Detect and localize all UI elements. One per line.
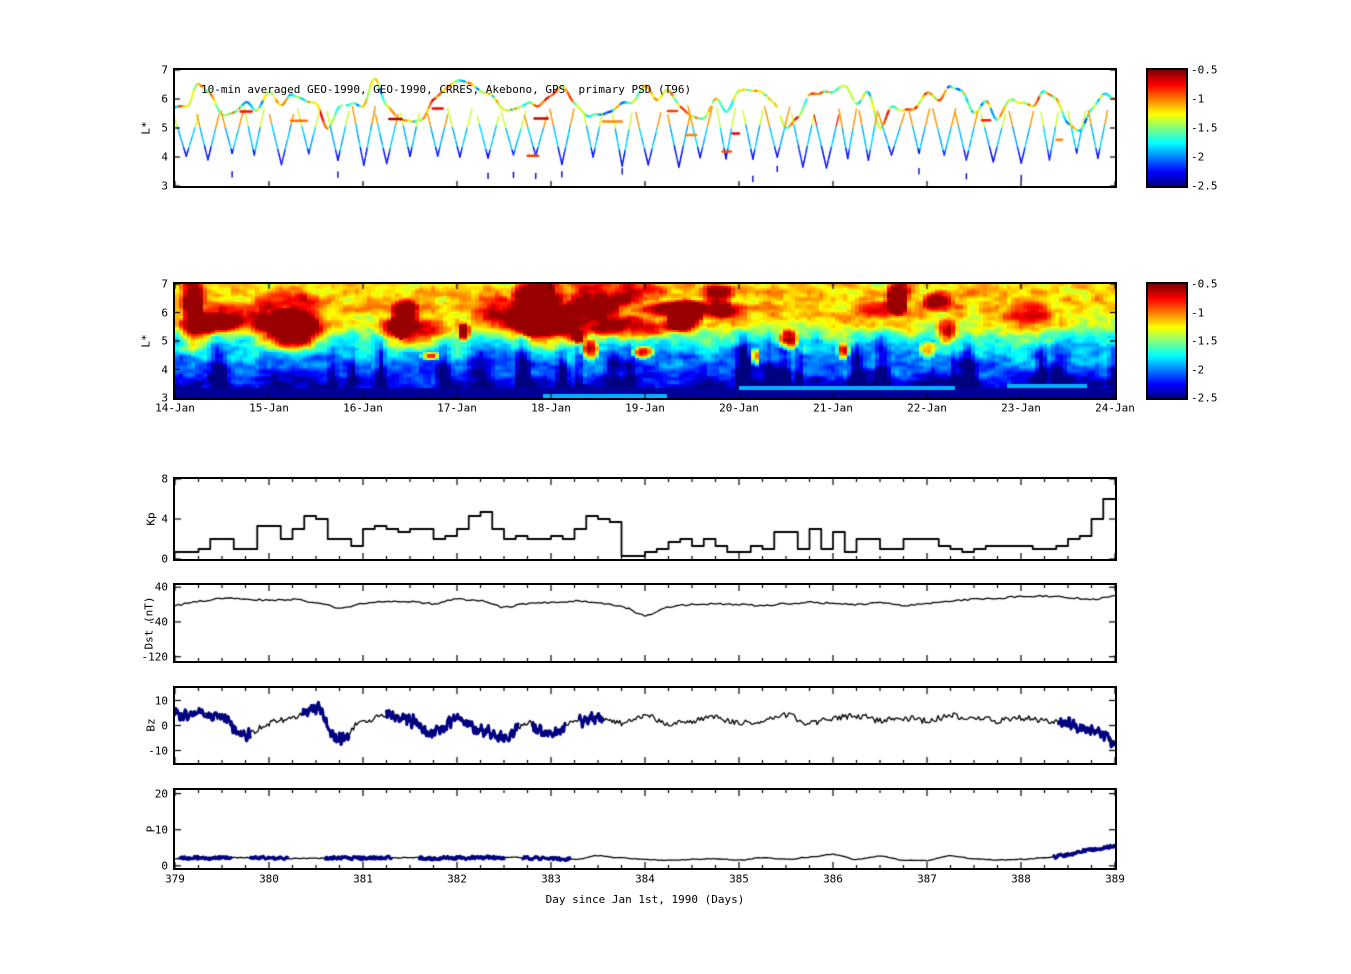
colorbar1-tick-label: -1.5: [1191, 121, 1218, 135]
date-tick-label: 20-Jan: [719, 401, 759, 415]
day-tick-label: 384: [635, 872, 655, 886]
dst-panel: [173, 583, 1117, 663]
p2-ytick-label: 3: [161, 391, 168, 405]
day-tick-label: 386: [823, 872, 843, 886]
kp-ylabel: Kp: [144, 512, 158, 526]
p1-ylabel: L*: [139, 121, 153, 135]
date-tick-label: 16-Jan: [343, 401, 383, 415]
colorbar2-tick-label: -1.5: [1191, 334, 1218, 348]
colorbar2-tick-label: -1: [1191, 306, 1205, 319]
day-tick-label: 381: [353, 872, 373, 886]
date-tick-label: 18-Jan: [531, 401, 571, 415]
p-ytick-label: 20: [154, 787, 168, 801]
colorbar-1: [1146, 68, 1188, 188]
p-ytick-label: 10: [154, 823, 168, 837]
p2-ylabel: L*: [139, 334, 153, 348]
date-tick-label: 24-Jan: [1095, 401, 1135, 415]
dst-ytick-label: -120: [141, 650, 169, 664]
colorbar2-tick-label: -0.5: [1191, 277, 1218, 291]
kp-ytick-label: 0: [161, 552, 168, 566]
date-tick-label: 14-Jan: [155, 401, 195, 415]
dst-ytick-label: -40: [148, 615, 168, 629]
bz-panel: [173, 686, 1117, 765]
kp-canvas: [175, 479, 1115, 559]
colorbar2-tick-label: -2.5: [1191, 391, 1218, 405]
date-tick-label: 22-Jan: [907, 401, 947, 415]
kp-ytick-label: 4: [161, 512, 168, 526]
psd-heatmap-canvas: [175, 284, 1115, 398]
p1-ytick-label: 7: [161, 63, 168, 77]
kp-panel: [173, 477, 1117, 561]
date-tick-label: 17-Jan: [437, 401, 477, 415]
date-tick-label: 19-Jan: [625, 401, 665, 415]
p-canvas: [175, 790, 1115, 868]
day-tick-label: 388: [1011, 872, 1031, 886]
colorbar-1-canvas: [1148, 70, 1186, 186]
p1-ytick-label: 4: [161, 150, 168, 164]
psd-title: 10-min averaged GEO-1990, GEO-1990, CRRE…: [201, 83, 692, 96]
bz-ytick-label: 0: [161, 719, 168, 732]
day-tick-label: 389: [1105, 872, 1125, 886]
dst-ytick-label: 40: [154, 580, 168, 594]
x-axis-label: Day since Jan 1st, 1990 (Days): [545, 893, 745, 906]
colorbar1-tick-label: -2.5: [1191, 179, 1218, 193]
colorbar-2-canvas: [1148, 284, 1186, 398]
bz-canvas: [175, 688, 1115, 763]
colorbar2-tick-label: -2: [1191, 363, 1205, 376]
psd-scatter-panel: 10-min averaged GEO-1990, GEO-1990, CRRE…: [173, 68, 1117, 188]
day-tick-label: 387: [917, 872, 937, 886]
day-tick-label: 380: [259, 872, 279, 886]
day-tick-label: 382: [447, 872, 467, 886]
p2-ytick-label: 4: [161, 363, 168, 376]
day-tick-label: 383: [541, 872, 561, 886]
psd-heatmap-panel: [173, 282, 1117, 400]
date-tick-label: 23-Jan: [1001, 401, 1041, 415]
p1-ytick-label: 5: [161, 121, 168, 135]
bz-ytick-label: 10: [154, 694, 168, 707]
bz-ytick-label: -10: [148, 744, 168, 757]
p-panel: [173, 788, 1117, 870]
date-tick-label: 21-Jan: [813, 401, 853, 415]
kp-ytick-label: 8: [161, 472, 168, 486]
date-tick-label: 15-Jan: [249, 401, 289, 415]
p2-ytick-label: 7: [161, 277, 168, 291]
p1-ytick-label: 6: [161, 92, 168, 106]
p2-ytick-label: 6: [161, 306, 168, 319]
colorbar1-tick-label: -0.5: [1191, 63, 1218, 77]
day-tick-label: 379: [165, 872, 185, 886]
colorbar1-tick-label: -1: [1191, 92, 1205, 106]
p-ytick-label: 0: [161, 859, 168, 873]
p1-ytick-label: 3: [161, 179, 168, 193]
colorbar-2: [1146, 282, 1188, 400]
psd-scatter-canvas: [175, 70, 1115, 186]
dst-canvas: [175, 585, 1115, 661]
bz-ylabel: Bz: [144, 718, 158, 732]
p2-ytick-label: 5: [161, 334, 168, 348]
day-tick-label: 385: [729, 872, 749, 886]
colorbar1-tick-label: -2: [1191, 150, 1205, 164]
